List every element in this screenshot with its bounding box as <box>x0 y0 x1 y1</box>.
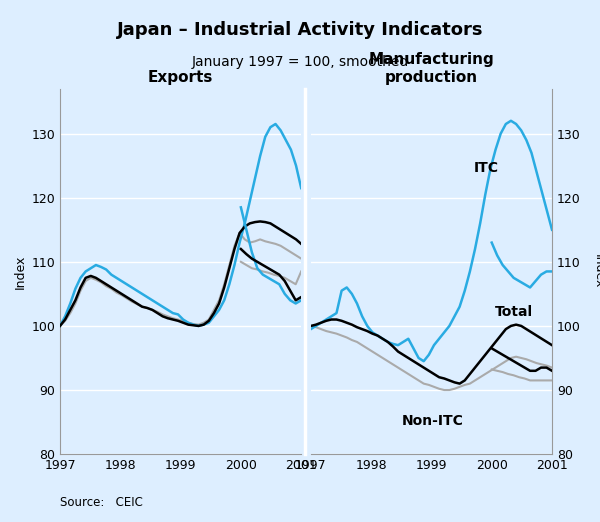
Text: Source:   CEIC: Source: CEIC <box>60 496 143 509</box>
Text: Japan – Industrial Activity Indicators: Japan – Industrial Activity Indicators <box>117 21 483 39</box>
Title: Exports: Exports <box>148 70 213 85</box>
Y-axis label: Index: Index <box>592 254 600 289</box>
Y-axis label: Index: Index <box>14 254 27 289</box>
Title: Manufacturing
production: Manufacturing production <box>368 52 494 85</box>
Text: Non-ITC: Non-ITC <box>401 414 463 428</box>
Text: ITC: ITC <box>473 161 499 175</box>
Text: January 1997 = 100, smoothed: January 1997 = 100, smoothed <box>191 55 409 69</box>
Text: Total: Total <box>495 305 533 319</box>
